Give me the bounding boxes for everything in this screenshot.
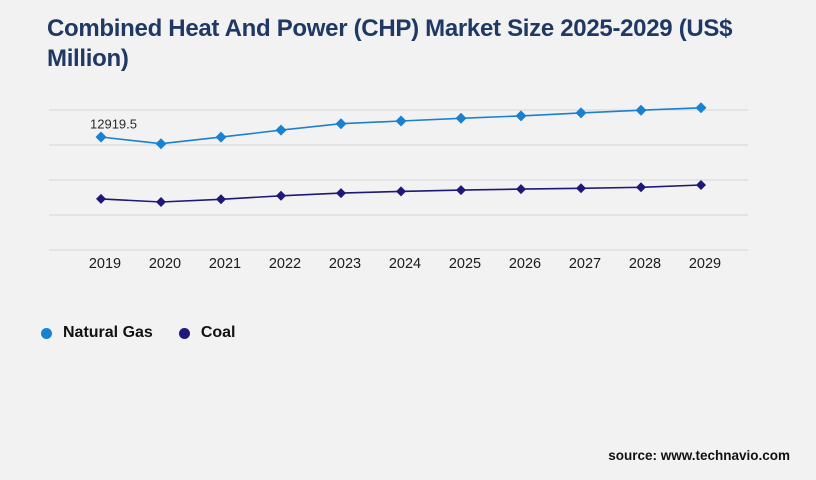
x-axis-label-2021: 2021 bbox=[209, 256, 241, 272]
data-point-natural-gas-2028 bbox=[635, 104, 647, 116]
x-axis-label-2020: 2020 bbox=[149, 256, 181, 272]
data-point-natural-gas-2020 bbox=[155, 138, 167, 150]
data-point-natural-gas-2029 bbox=[695, 102, 707, 114]
x-axis-label-2019: 2019 bbox=[89, 256, 121, 272]
x-axis-label-2027: 2027 bbox=[569, 256, 601, 272]
data-point-coal-2025 bbox=[456, 185, 466, 196]
data-point-coal-2019 bbox=[96, 193, 106, 204]
data-point-coal-2026 bbox=[516, 184, 526, 195]
data-point-coal-2021 bbox=[216, 194, 226, 205]
data-point-natural-gas-2021 bbox=[215, 131, 227, 143]
data-point-coal-2023 bbox=[336, 188, 346, 199]
data-label-natural-gas-2019: 12919.5 bbox=[90, 117, 137, 132]
x-axis-label-2023: 2023 bbox=[329, 256, 361, 272]
data-point-natural-gas-2026 bbox=[515, 110, 527, 122]
chart-title: Combined Heat And Power (CHP) Market Siz… bbox=[47, 15, 733, 72]
legend-label-natural-gas: Natural Gas bbox=[63, 324, 153, 341]
data-point-coal-2024 bbox=[396, 186, 406, 197]
data-point-natural-gas-2019 bbox=[95, 131, 107, 143]
legend: Natural Gas Coal bbox=[41, 324, 235, 342]
x-axis-label-2022: 2022 bbox=[269, 256, 301, 272]
x-axis-label-2028: 2028 bbox=[629, 256, 661, 272]
legend-item-natural-gas[interactable]: Natural Gas bbox=[41, 324, 153, 342]
x-axis-label-2026: 2026 bbox=[509, 256, 541, 272]
x-axis-label-2024: 2024 bbox=[389, 256, 421, 272]
legend-marker-natural-gas bbox=[41, 327, 52, 339]
data-point-natural-gas-2027 bbox=[575, 107, 587, 119]
data-point-natural-gas-2023 bbox=[335, 118, 347, 130]
x-axis-label-2029: 2029 bbox=[689, 256, 721, 272]
source-attribution: source: www.technavio.com bbox=[608, 448, 790, 463]
data-point-coal-2020 bbox=[156, 197, 166, 207]
data-point-natural-gas-2024 bbox=[395, 115, 407, 127]
x-axis-label-2025: 2025 bbox=[449, 256, 481, 272]
legend-item-coal[interactable]: Coal bbox=[178, 324, 236, 342]
data-point-coal-2027 bbox=[576, 183, 586, 194]
data-point-natural-gas-2025 bbox=[455, 112, 467, 124]
legend-marker-coal bbox=[178, 327, 190, 339]
data-point-coal-2022 bbox=[276, 190, 286, 201]
data-point-natural-gas-2022 bbox=[275, 124, 287, 136]
legend-label-coal: Coal bbox=[200, 324, 236, 341]
data-point-coal-2028 bbox=[636, 182, 646, 193]
data-point-coal-2029 bbox=[696, 180, 706, 190]
